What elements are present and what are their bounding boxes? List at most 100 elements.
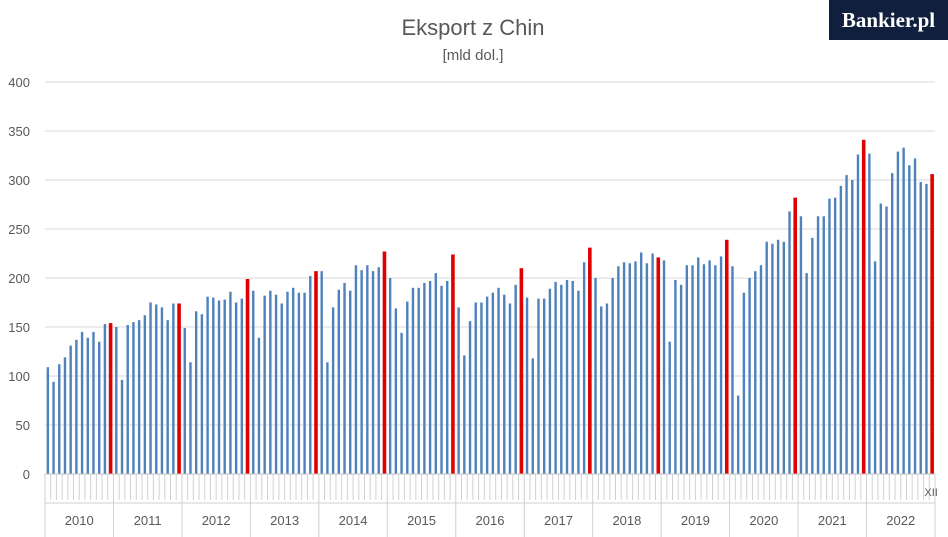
bar	[155, 304, 158, 474]
bar	[257, 337, 261, 474]
bar	[514, 284, 517, 474]
year-label: 2020	[749, 513, 778, 528]
bar	[868, 153, 871, 475]
bar	[697, 257, 700, 474]
bar	[634, 261, 637, 474]
bar	[349, 290, 352, 474]
bar	[263, 295, 266, 474]
bar-december	[656, 257, 661, 474]
bar	[126, 325, 129, 474]
bar	[708, 260, 711, 474]
chart-title: Eksport z Chin	[401, 15, 544, 40]
bar	[913, 158, 917, 474]
bar	[371, 271, 375, 474]
bar	[388, 278, 392, 474]
bar	[206, 296, 209, 474]
bar	[845, 175, 848, 474]
y-tick-label: 200	[8, 271, 30, 286]
bar	[337, 289, 341, 474]
bar-december	[177, 303, 181, 474]
bar	[662, 260, 666, 474]
bar	[331, 307, 335, 474]
y-tick-label: 0	[23, 467, 30, 482]
bar	[468, 321, 472, 474]
year-label: 2018	[612, 513, 641, 528]
y-tick-label: 50	[16, 418, 30, 433]
bar	[611, 278, 614, 474]
bar	[537, 298, 540, 474]
bar	[103, 324, 107, 474]
y-tick-label: 350	[8, 124, 30, 139]
bar	[577, 290, 580, 474]
bar	[771, 243, 774, 474]
year-label: 2021	[818, 513, 847, 528]
bar	[286, 291, 289, 474]
bar	[280, 303, 283, 474]
bar	[75, 339, 78, 474]
bar	[582, 262, 586, 474]
bar	[891, 173, 894, 474]
year-label: 2011	[134, 513, 162, 528]
bar	[759, 265, 763, 474]
bar	[531, 358, 534, 474]
bar	[565, 279, 569, 474]
bar	[679, 284, 683, 474]
bar	[497, 287, 500, 474]
bar	[194, 311, 198, 474]
bar	[919, 181, 922, 474]
bar	[736, 395, 740, 474]
bar-december	[930, 174, 934, 474]
y-tick-label: 300	[8, 173, 30, 188]
bar	[805, 273, 808, 474]
bar	[754, 271, 757, 474]
bar	[297, 292, 301, 474]
bar	[80, 331, 84, 474]
x-axis: 2010 2011 2012 2013 2014 2015 2016 2017 2018 2019…	[44, 473, 938, 537]
bar	[160, 307, 164, 474]
bars	[46, 139, 934, 475]
bar	[98, 341, 101, 474]
year-label: 2019	[681, 513, 710, 528]
bar	[691, 265, 694, 474]
y-tick-label: 250	[8, 222, 30, 237]
bar	[879, 203, 882, 474]
bar	[58, 364, 61, 474]
bar	[440, 285, 443, 474]
bar-december	[588, 247, 592, 474]
bar	[525, 297, 529, 474]
chart-subtitle: [mld dol.]	[443, 47, 504, 64]
bar	[617, 266, 620, 474]
bar	[354, 265, 358, 474]
bar	[52, 381, 55, 474]
bar	[639, 252, 643, 474]
bar	[873, 261, 877, 474]
year-label: 2022	[886, 513, 915, 528]
bar	[252, 290, 255, 474]
bar	[63, 357, 67, 474]
bar-december	[108, 323, 113, 474]
bar	[423, 282, 426, 474]
bar-december	[314, 271, 318, 474]
bar	[811, 237, 814, 474]
bar	[856, 154, 860, 474]
bar	[132, 322, 135, 474]
bar	[137, 320, 141, 474]
gridlines	[45, 81, 935, 426]
bar	[417, 287, 420, 474]
bar	[828, 198, 831, 474]
bar-december	[793, 197, 798, 474]
bar	[571, 280, 574, 474]
bar-december	[451, 254, 455, 474]
bar	[896, 151, 900, 474]
bar	[719, 256, 723, 474]
year-label: 2015	[407, 513, 436, 528]
year-label: 2010	[65, 513, 94, 528]
bar	[394, 308, 398, 474]
bar	[622, 262, 626, 474]
bar	[166, 320, 169, 474]
bar	[120, 379, 124, 474]
bar	[748, 278, 751, 474]
bar	[491, 292, 495, 474]
bar	[742, 292, 746, 474]
